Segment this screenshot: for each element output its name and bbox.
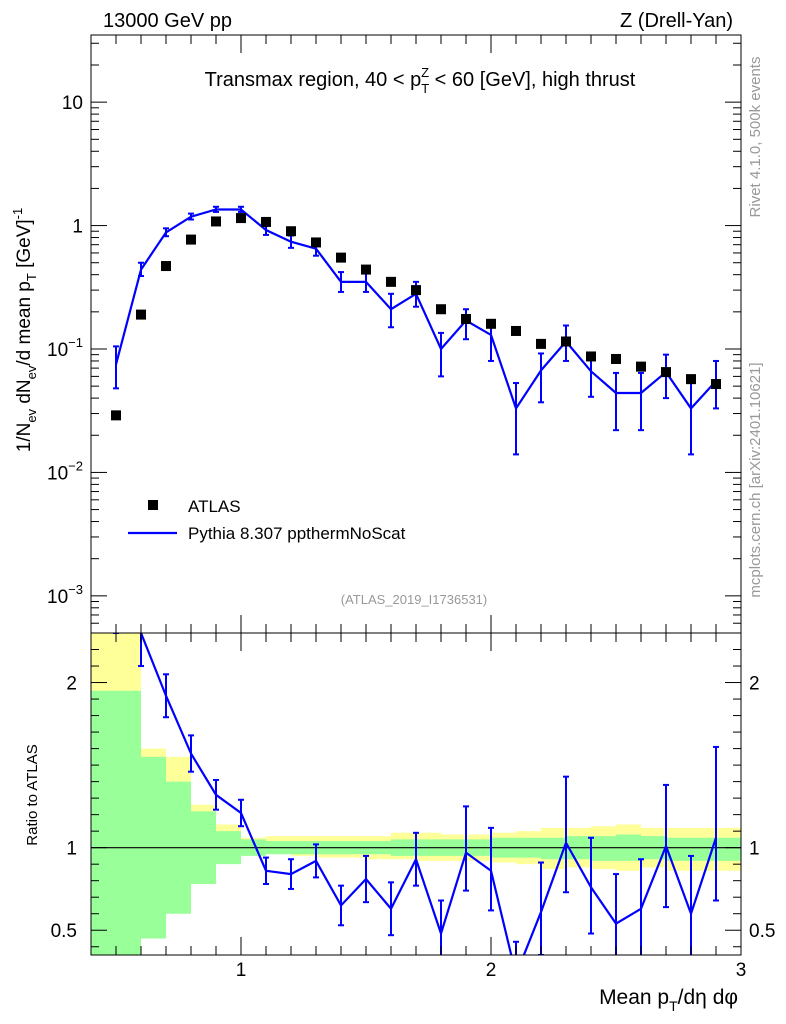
ratio-plot: 0.5 0.5 1 1 2 2 1 2 3 — [51, 632, 775, 981]
x-axis-title: Mean pT/dη dφ — [599, 986, 738, 1014]
atlas-data-point — [461, 314, 471, 325]
main-marks — [111, 205, 721, 456]
y-tick-label: 10 — [62, 93, 83, 114]
y-axis-title: 1/Nev dNev/d mean pT [GeV]-1 — [10, 208, 39, 453]
ratio-y-tick-label-right: 2 — [749, 674, 760, 695]
main-plot-frame — [90, 34, 742, 634]
atlas-data-point — [336, 252, 346, 263]
legend-label-mc: Pythia 8.307 ppthermNoScat — [188, 524, 406, 543]
main-plot: 10 1 10−1 10−2 10−3 — [47, 34, 742, 634]
x-tick-label: 3 — [736, 960, 747, 981]
atlas-data-point — [286, 226, 296, 237]
x-tick-label: 2 — [486, 960, 497, 981]
atlas-data-point — [611, 353, 621, 364]
ratio-marks — [91, 633, 741, 955]
ratio-axis-ticks: 0.5 0.5 1 1 2 2 1 2 3 — [51, 633, 775, 981]
atlas-data-point — [561, 336, 571, 347]
main-axis-ticks: 10 1 10−1 10−2 10−3 — [47, 35, 742, 634]
ratio-band-inner — [91, 690, 741, 955]
atlas-data-point — [536, 338, 546, 349]
mc-series-line — [114, 208, 717, 411]
atlas-data-point — [211, 216, 221, 227]
header-left: 13000 GeV pp — [103, 10, 232, 32]
ratio-y-tick-label: 0.5 — [51, 921, 77, 942]
legend: ATLAS Pythia 8.307 ppthermNoScat — [128, 497, 406, 543]
atlas-data-point — [386, 276, 396, 287]
legend-marker-atlas — [148, 500, 158, 510]
atlas-data-point — [186, 234, 196, 245]
mcplots-label: mcplots.cern.ch [arXiv:2401.10621] — [747, 362, 764, 597]
atlas-data-point — [161, 261, 171, 272]
atlas-data-point — [486, 318, 496, 329]
legend-label-atlas: ATLAS — [188, 497, 241, 516]
ratio-y-tick-label-right: 0.5 — [749, 921, 775, 942]
ratio-y-tick-label-right: 1 — [749, 839, 760, 860]
atlas-data-point — [686, 374, 696, 385]
atlas-data-point — [436, 304, 446, 315]
header-right: Z (Drell-Yan) — [620, 10, 733, 32]
y-tick-label: 10−3 — [47, 582, 83, 608]
x-tick-label: 1 — [236, 960, 247, 981]
atlas-data-point — [636, 361, 646, 372]
ratio-y-tick-label: 1 — [66, 839, 77, 860]
atlas-data-point — [411, 285, 421, 296]
ratio-y-tick-label: 2 — [66, 674, 77, 695]
plot-title: Transmax region, 40 < pTZ < 60 [GeV], hi… — [205, 65, 636, 96]
atlas-data-point — [111, 410, 121, 421]
ratio-mc-line — [139, 633, 718, 955]
ratio-axis-title: Ratio to ATLAS — [24, 744, 41, 845]
y-tick-label: 10−2 — [47, 458, 83, 484]
analysis-id: (ATLAS_2019_I1736531) — [341, 592, 487, 607]
y-tick-label: 1 — [72, 217, 83, 238]
atlas-data-point — [586, 351, 596, 362]
atlas-data-point — [311, 237, 321, 248]
atlas-data-point — [261, 216, 271, 227]
rivet-label: Rivet 4.1.0, 500k events — [747, 57, 764, 218]
atlas-data-point — [136, 309, 146, 320]
atlas-data-point — [511, 325, 521, 336]
atlas-data-point — [361, 264, 371, 275]
atlas-data-point — [236, 213, 246, 224]
atlas-data-point — [711, 379, 721, 390]
y-tick-label: 10−1 — [47, 335, 83, 361]
atlas-data-point — [661, 367, 671, 378]
